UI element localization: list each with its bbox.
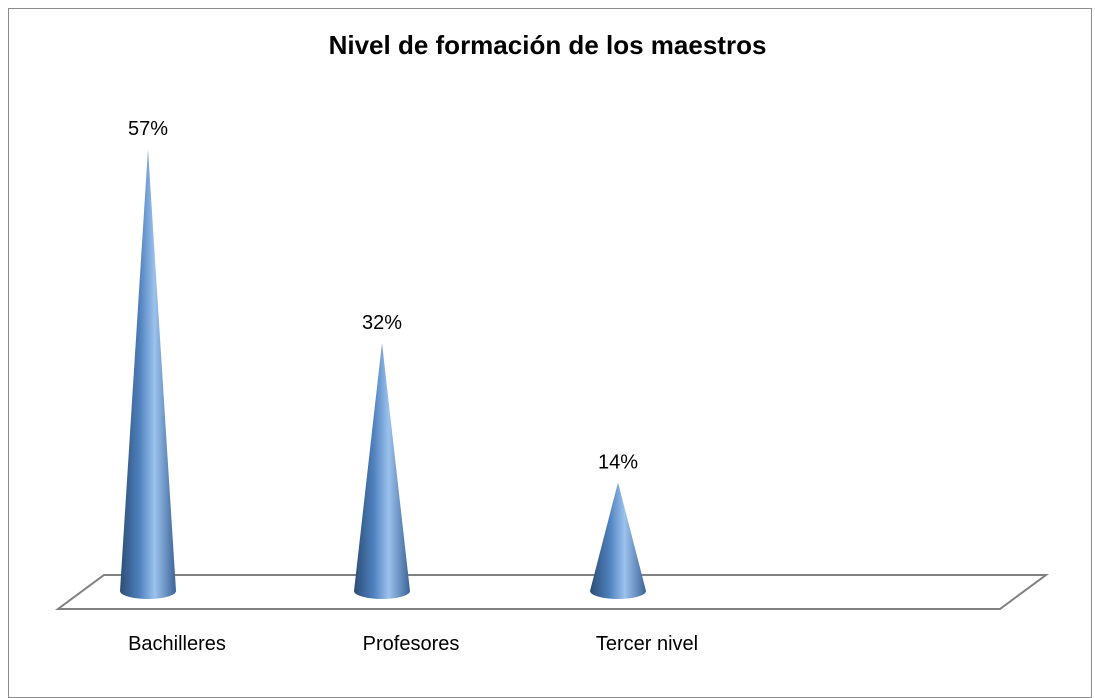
- cone-chart: 57% Bachilleres 32% Profesores 14% Tercer niv…: [54, 118, 1050, 655]
- x-tick-label: Profesores: [363, 633, 460, 655]
- data-label: 14%: [598, 451, 638, 473]
- cone-bar-tercer-nivel: [590, 482, 646, 599]
- cone-bar-profesores: [354, 342, 410, 599]
- data-label: 32%: [362, 312, 402, 334]
- chart-floor: [54, 574, 1050, 610]
- chart-title: Nivel de formación de los maestros: [328, 30, 767, 60]
- data-label: 57%: [128, 118, 168, 140]
- chart-frame: [8, 8, 1092, 698]
- x-tick-label: Bachilleres: [128, 633, 226, 655]
- x-tick-label: Tercer nivel: [596, 633, 698, 655]
- cone-bar-bachilleres: [120, 149, 176, 599]
